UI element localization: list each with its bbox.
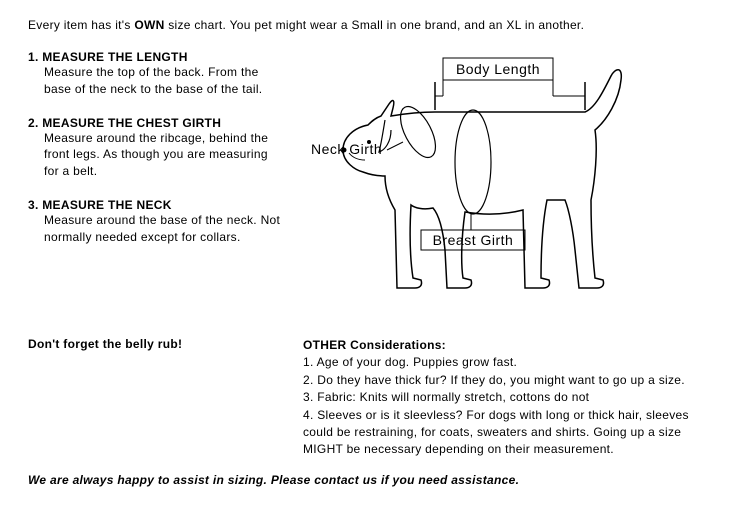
dog-svg: Body Length Neck Girth Breast Girth [303, 50, 673, 330]
belly-rub: Don't forget the belly rub! [28, 337, 283, 459]
bottom-row: Don't forget the belly rub! OTHER Consid… [28, 337, 705, 459]
neck-girth-label: Neck Girth [311, 141, 382, 157]
dog-outline [343, 70, 621, 288]
step-3-line: 3. MEASURE THE NECK [28, 198, 172, 212]
step-1-title: MEASURE THE LENGTH [42, 50, 187, 64]
step-1-line: 1. MEASURE THE LENGTH [28, 50, 188, 64]
step-2-line: 2. MEASURE THE CHEST GIRTH [28, 116, 221, 130]
step-2-num: 2. [28, 116, 39, 130]
step-1: 1. MEASURE THE LENGTH Measure the top of… [28, 50, 283, 98]
step-3-num: 3. [28, 198, 39, 212]
step-2: 2. MEASURE THE CHEST GIRTH Measure aroun… [28, 116, 283, 180]
other-item-4: 4. Sleeves or is it sleevless? For dogs … [303, 407, 705, 459]
other-item-2: 2. Do they have thick fur? If they do, y… [303, 372, 705, 389]
body-length-label: Body Length [456, 61, 540, 77]
intro-suffix: size chart. You pet might wear a Small i… [165, 18, 585, 32]
step-2-desc: Measure around the ribcage, behind the f… [28, 130, 283, 180]
intro-emph: OWN [134, 18, 164, 32]
breast-girth-label: Breast Girth [433, 232, 514, 248]
step-2-title: MEASURE THE CHEST GIRTH [42, 116, 221, 130]
step-1-desc: Measure the top of the back. From the ba… [28, 64, 283, 98]
intro-text: Every item has it's OWN size chart. You … [28, 18, 705, 32]
steps-column: 1. MEASURE THE LENGTH Measure the top of… [28, 50, 283, 333]
step-1-num: 1. [28, 50, 39, 64]
other-considerations: OTHER Considerations: 1. Age of your dog… [303, 337, 705, 459]
intro-prefix: Every item has it's [28, 18, 134, 32]
other-title: OTHER Considerations: [303, 337, 705, 354]
dog-diagram: Body Length Neck Girth Breast Girth [303, 50, 705, 333]
step-3: 3. MEASURE THE NECK Measure around the b… [28, 198, 283, 246]
footer: We are always happy to assist in sizing.… [28, 473, 705, 487]
other-item-1: 1. Age of your dog. Puppies grow fast. [303, 354, 705, 371]
main-row: 1. MEASURE THE LENGTH Measure the top of… [28, 50, 705, 333]
step-3-title: MEASURE THE NECK [42, 198, 171, 212]
step-3-desc: Measure around the base of the neck. Not… [28, 212, 283, 246]
other-item-3: 3. Fabric: Knits will normally stretch, … [303, 389, 705, 406]
